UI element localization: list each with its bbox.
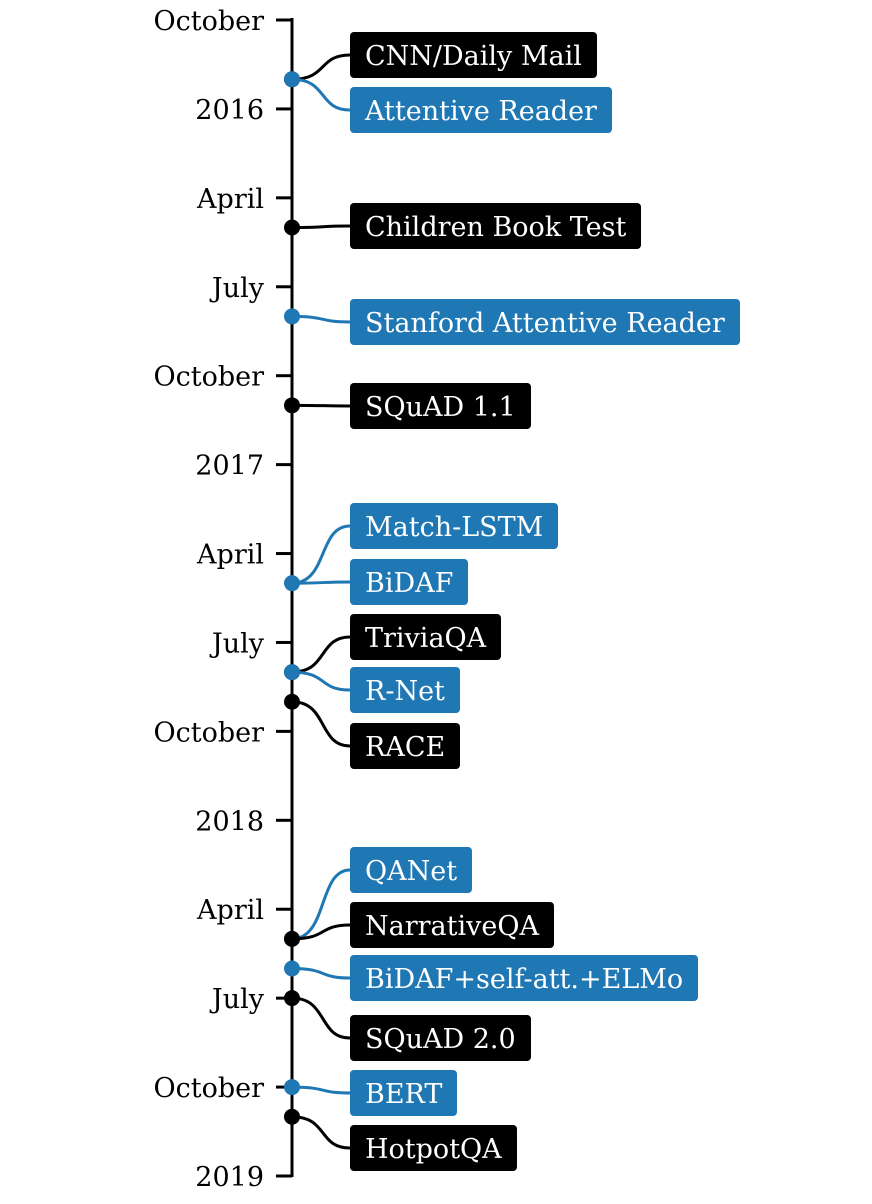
event-bidaf: BiDAF xyxy=(350,559,468,605)
axis-tick-label: July xyxy=(209,273,265,304)
event-label-box xyxy=(350,203,641,249)
event-r-net: R-Net xyxy=(350,667,460,713)
event-label-box xyxy=(350,299,740,345)
event-bidaf-self-att-elmo: BiDAF+self-att.+ELMo xyxy=(350,955,698,1001)
event-bert: BERT xyxy=(350,1070,457,1116)
connector-narrativeqa xyxy=(291,923,351,941)
event-label-text: RACE xyxy=(365,732,445,763)
event-hotpotqa: HotpotQA xyxy=(350,1125,517,1171)
event-label-text: Attentive Reader xyxy=(364,96,597,127)
connector-stanford-attentive-reader xyxy=(291,314,351,324)
connector-hotpotqa xyxy=(291,1115,351,1150)
event-label-box xyxy=(350,503,558,549)
connector-bidaf-self-att-elmo xyxy=(291,967,351,980)
event-label-text: HotpotQA xyxy=(365,1134,502,1165)
axis-tick-label: October xyxy=(153,717,264,748)
event-squad-2-0: SQuAD 2.0 xyxy=(350,1015,531,1061)
event-label-text: NarrativeQA xyxy=(365,911,539,942)
event-stanford-attentive-reader: Stanford Attentive Reader xyxy=(350,299,740,345)
connector-squad-1-1 xyxy=(291,403,351,408)
axis-tick-label: April xyxy=(196,540,264,571)
event-label-box xyxy=(350,902,554,948)
event-marker xyxy=(284,219,300,236)
axis-tick-label: 2016 xyxy=(195,95,264,126)
event-marker xyxy=(284,693,300,710)
event-label-text: CNN/Daily Mail xyxy=(365,41,582,72)
event-label-box xyxy=(350,383,531,429)
event-narrativeqa: NarrativeQA xyxy=(350,902,554,948)
event-marker xyxy=(284,575,300,592)
connector-squad-2-0 xyxy=(291,996,351,1040)
event-connectors xyxy=(291,53,351,1150)
event-children-book-test: Children Book Test xyxy=(350,203,641,249)
connector-cnn-daily-mail xyxy=(291,53,351,81)
event-marker xyxy=(284,308,300,325)
axis-tick-label: October xyxy=(153,1073,264,1104)
event-label-box xyxy=(350,1070,457,1116)
event-match-lstm: Match-LSTM xyxy=(350,503,558,549)
event-marker xyxy=(284,397,300,414)
axis-tick-label: 2017 xyxy=(195,451,264,482)
event-label-box xyxy=(350,955,698,1001)
event-label-text: SQuAD 2.0 xyxy=(365,1024,516,1055)
event-label-box xyxy=(350,723,460,769)
event-label-text: QANet xyxy=(365,856,457,887)
event-label-box xyxy=(350,87,612,133)
connector-bidaf xyxy=(291,580,351,585)
event-label-text: SQuAD 1.1 xyxy=(365,392,516,423)
event-marker xyxy=(284,71,300,88)
connector-triviaqa xyxy=(291,635,351,674)
event-label-box xyxy=(350,1125,517,1171)
event-marker xyxy=(284,1079,300,1096)
connector-children-book-test xyxy=(291,224,351,229)
event-marker xyxy=(284,990,300,1007)
event-marker xyxy=(284,1108,300,1125)
event-label-box xyxy=(350,32,597,78)
event-label-text: Match-LSTM xyxy=(365,512,543,543)
axis-tick-label: April xyxy=(196,895,264,926)
event-label-box xyxy=(350,1015,531,1061)
event-marker xyxy=(284,960,300,977)
connector-qanet xyxy=(291,868,351,941)
event-triviaqa: TriviaQA xyxy=(350,614,501,660)
event-squad-1-1: SQuAD 1.1 xyxy=(350,383,531,429)
event-label-text: Children Book Test xyxy=(365,212,627,243)
connector-race xyxy=(291,700,351,748)
connector-bert xyxy=(291,1085,351,1095)
event-label-text: BiDAF xyxy=(365,568,453,599)
axis-tick-label: October xyxy=(153,362,264,393)
event-label-box xyxy=(350,667,460,713)
axis-tick-label: October xyxy=(153,6,264,37)
event-label-box xyxy=(350,559,468,605)
event-cnn-daily-mail: CNN/Daily Mail xyxy=(350,32,597,78)
event-markers xyxy=(284,71,300,1125)
axis-tick-label: April xyxy=(196,184,264,215)
event-marker xyxy=(284,664,300,681)
axis-tick-label: 2018 xyxy=(195,806,264,837)
event-attentive-reader: Attentive Reader xyxy=(350,87,612,133)
connector-attentive-reader xyxy=(291,77,351,112)
axis-tick-label: July xyxy=(209,984,265,1015)
event-label-text: TriviaQA xyxy=(365,623,487,654)
event-label-text: R-Net xyxy=(365,676,445,707)
axis-ticks: October 2016 April July October 2017 April July… xyxy=(153,6,292,1193)
axis-tick-label: 2019 xyxy=(195,1162,264,1193)
event-label-text: Stanford Attentive Reader xyxy=(365,308,725,339)
event-qanet: QANet xyxy=(350,847,472,893)
axis-tick-label: July xyxy=(209,628,265,659)
event-labels: CNN/Daily Mail Attentive Reader Children B… xyxy=(350,32,740,1171)
event-label-box xyxy=(350,614,501,660)
event-race: RACE xyxy=(350,723,460,769)
event-marker xyxy=(284,930,300,947)
connector-r-net xyxy=(291,670,351,692)
event-label-text: BERT xyxy=(365,1079,442,1110)
connector-match-lstm xyxy=(291,524,351,585)
event-label-box xyxy=(350,847,472,893)
event-label-text: BiDAF+self-att.+ELMo xyxy=(365,964,683,995)
